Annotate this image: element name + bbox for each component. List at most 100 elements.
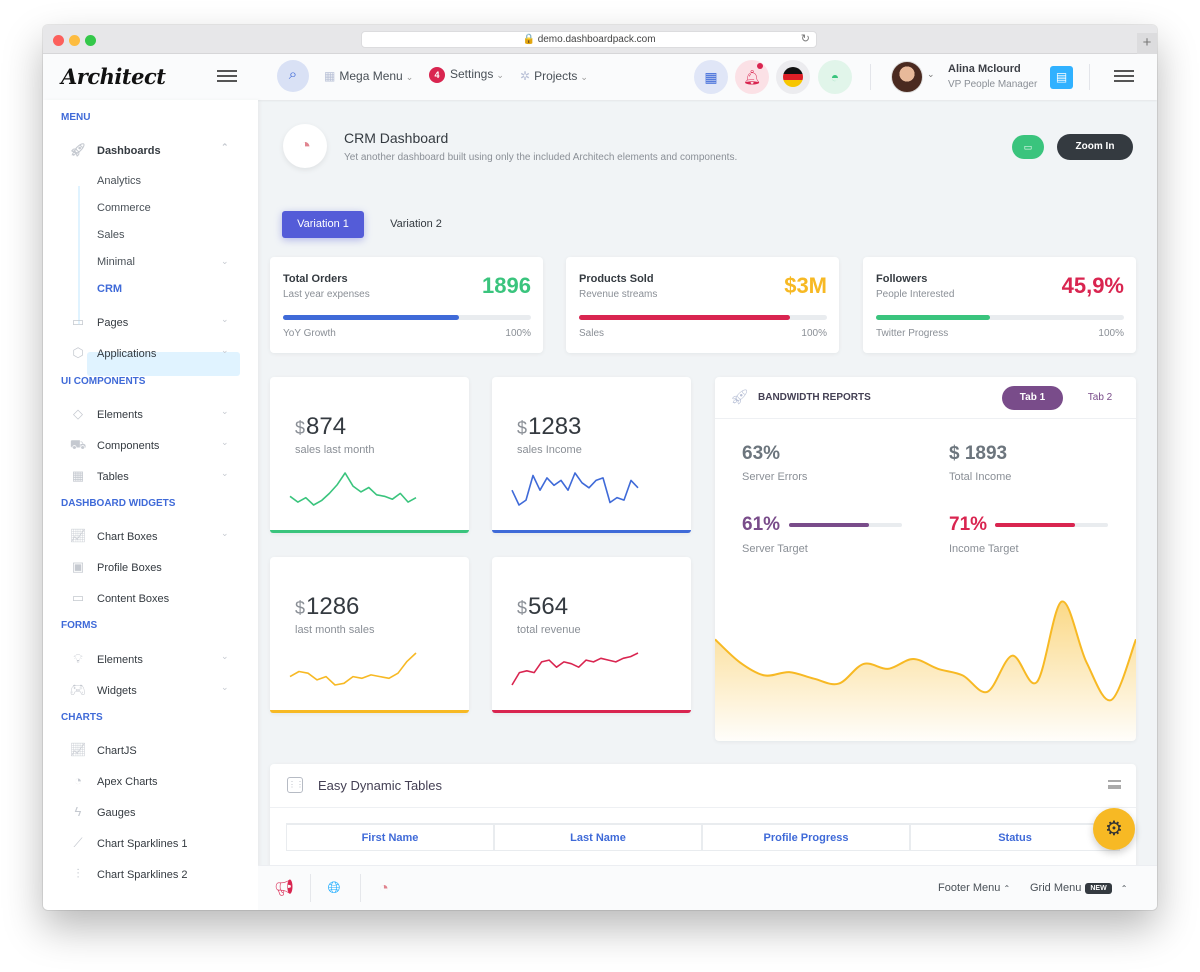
chevron-up-icon: ⌃ [221, 142, 229, 152]
sidebar-item-form-elements[interactable]: 💡︎ Elements ⌄ [68, 651, 228, 667]
tab-variation-1[interactable]: Variation 1 [282, 211, 364, 238]
search-button[interactable]: ⌕ [277, 60, 309, 92]
tab-2[interactable]: Tab 2 [1087, 392, 1113, 403]
sidebar-subitem-commerce[interactable]: Commerce [97, 202, 151, 214]
reload-icon[interactable]: ↻ [800, 33, 810, 45]
sidebar-item-apex-charts[interactable]: ◔ Apex Charts [68, 773, 157, 788]
sidebar-section-forms: Forms [61, 620, 98, 631]
theme-settings-button[interactable]: ⚙ [1093, 808, 1135, 850]
sidebar-item-content-boxes[interactable]: ▭ Content Boxes [68, 590, 169, 606]
sidebar-item-chart-sparklines-1[interactable]: ⟋ Chart Sparklines 1 [68, 835, 187, 851]
toggle-button[interactable]: ▭ [1012, 135, 1044, 159]
sales-value: $564 [517, 593, 568, 621]
grid-menu[interactable]: Grid Menu NEW ⌃ [1030, 882, 1127, 894]
user-avatar[interactable] [891, 61, 923, 93]
sidebar-subitem-crm[interactable]: CRM [97, 283, 123, 295]
widget-footer-percent: 100% [801, 328, 827, 339]
sidebar-section-menu: Menu [61, 112, 91, 123]
column-header-last-name[interactable]: Last Name [494, 823, 702, 851]
sidebar-subitem-sales[interactable]: Sales [97, 229, 125, 241]
nav-settings[interactable]: 4 Settings ⌄ [429, 67, 504, 83]
widget-products-sold: Products Sold Revenue streams $3M Sales … [566, 257, 839, 353]
currency-symbol: $ [517, 598, 528, 618]
activity-button[interactable]: ◓ [818, 60, 852, 94]
column-header-status[interactable]: Status [910, 823, 1120, 851]
column-header-first-name[interactable]: First Name [286, 823, 494, 851]
bandwidth-area-chart [715, 600, 1136, 741]
sparkline-chart [511, 652, 639, 686]
widget-subtitle: Last year expenses [283, 289, 370, 300]
address-bar[interactable]: 🔒 demo.dashboardpack.com ↻ [361, 31, 817, 48]
footer-menu[interactable]: Footer Menu ⌃ [938, 882, 1010, 894]
menu-icon[interactable] [1108, 780, 1121, 789]
sidebar-item-widgets[interactable]: 🎮︎ Widgets ⌄ [68, 682, 229, 698]
calendar-button[interactable]: ▤ [1050, 66, 1073, 89]
minimize-window-button[interactable] [69, 35, 80, 46]
browser-icon: ▭ [71, 314, 85, 329]
germany-flag-icon [783, 67, 803, 87]
value-number: 1283 [528, 413, 582, 440]
globe-icon[interactable]: 🌐︎ [327, 880, 341, 897]
nav-label: Mega Menu [339, 69, 403, 83]
maximize-window-button[interactable] [85, 35, 96, 46]
sidebar-item-elements[interactable]: ◇ Elements ⌄ [68, 406, 229, 422]
sparkline-series [289, 652, 417, 686]
sidebar-item-components[interactable]: ⛟ Components ⌄ [68, 437, 229, 455]
sidebar-item-profile-boxes[interactable]: ▣ Profile Boxes [68, 559, 162, 575]
area-line [715, 600, 1136, 702]
header-divider [870, 64, 871, 90]
sidebar-item-applications[interactable]: ⬡ Applications ⌄ [68, 345, 228, 361]
sidebar-item-label: Pages [97, 317, 129, 329]
sidebar-item-label: Minimal [97, 256, 135, 268]
megaphone-icon[interactable]: 📢︎ [273, 880, 295, 897]
rocket-icon: 🚀︎ [730, 389, 750, 406]
sidebar-item-pages[interactable]: ▭ Pages ⌄ [68, 314, 229, 330]
sidebar-item-chart-boxes[interactable]: 📈︎ Chart Boxes ⌄ [68, 528, 229, 544]
apps-grid-button[interactable]: ▦ [694, 60, 728, 94]
chart-icon: 📈︎ [69, 528, 87, 543]
graph-icon: 📈︎ [69, 742, 87, 757]
language-button[interactable] [776, 60, 810, 94]
pie-chart-icon[interactable]: ◔ [379, 880, 389, 897]
sidebar-item-gauges[interactable]: ϟ Gauges [68, 804, 136, 819]
chevron-down-icon: ⌄ [221, 437, 229, 447]
right-drawer-icon[interactable] [1114, 70, 1134, 82]
notifications-button[interactable]: 🔔︎ [735, 60, 769, 94]
widget-subtitle: People Interested [876, 289, 955, 300]
browser-window: 🔒 demo.dashboardpack.com ↻ + Architect ⌕… [43, 25, 1157, 910]
progress-track [789, 523, 902, 527]
progress-fill [995, 523, 1076, 527]
nav-label: Settings [450, 67, 494, 81]
activity-icon: ◓ [830, 69, 840, 85]
user-role: VP People Manager [948, 79, 1038, 90]
widget-subtitle: Revenue streams [579, 289, 658, 300]
tab-variation-2[interactable]: Variation 2 [390, 218, 442, 230]
sidebar-item-dashboards[interactable]: 🚀︎ Dashboards ⌃ [68, 142, 229, 158]
card-title: Easy Dynamic Tables [318, 778, 443, 793]
nav-projects[interactable]: ✲ Projects ⌄ [520, 69, 588, 83]
zoom-in-button[interactable]: Zoom In [1057, 134, 1133, 160]
new-tab-button[interactable]: + [1137, 33, 1157, 54]
tab-1[interactable]: Tab 1 [1002, 386, 1063, 410]
app-logo[interactable]: Architect [61, 64, 166, 89]
sidebar-subitem-minimal[interactable]: Minimal ⌄ [97, 256, 229, 268]
close-window-button[interactable] [53, 35, 64, 46]
pie-chart-icon: ◔ [283, 124, 327, 168]
apps-grid-icon: ▦ [704, 69, 718, 85]
page-title: CRM Dashboard [344, 130, 449, 146]
chevron-down-icon[interactable]: ⌄ [927, 69, 935, 79]
sidebar-toggle-icon[interactable] [217, 70, 237, 82]
browser-chrome: 🔒 demo.dashboardpack.com ↻ + [43, 25, 1157, 54]
widget-total-orders: Total Orders Last year expenses 1896 YoY… [270, 257, 543, 353]
footer-divider [310, 874, 311, 902]
sidebar-item-tables[interactable]: ▦ Tables ⌄ [68, 468, 229, 484]
pie-chart-icon: ◔ [74, 773, 82, 788]
sidebar-item-chart-sparklines-2[interactable]: ⫶ Chart Sparklines 2 [68, 866, 187, 882]
sidebar-subitem-analytics[interactable]: Analytics [97, 175, 142, 187]
nav-mega-menu[interactable]: ▦ Mega Menu ⌄ [324, 69, 413, 83]
table-icon: ▦ [71, 468, 85, 483]
column-header-profile-progress[interactable]: Profile Progress [702, 823, 910, 851]
display-icon: ▭ [71, 590, 85, 605]
value-number: 874 [306, 413, 347, 440]
sidebar-item-chartjs[interactable]: 📈︎ ChartJS [68, 742, 137, 758]
